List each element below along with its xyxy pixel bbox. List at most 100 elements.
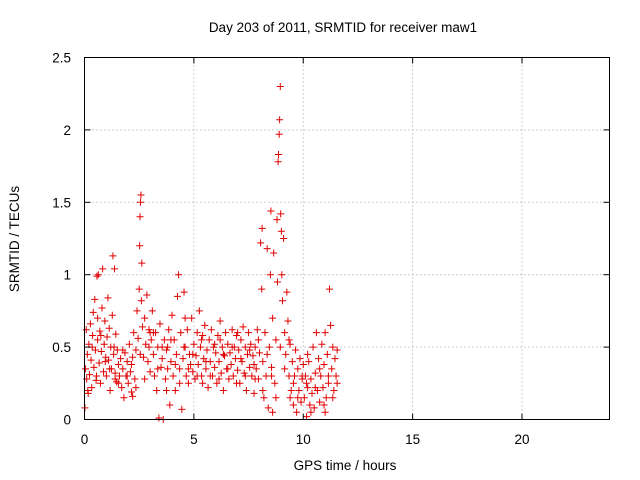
data-point <box>103 333 111 341</box>
data-point <box>160 336 168 344</box>
data-point <box>194 360 202 368</box>
data-point <box>292 346 300 354</box>
data-point <box>196 343 204 351</box>
data-point <box>307 408 315 416</box>
data-point <box>323 350 331 358</box>
data-point <box>111 375 119 383</box>
data-point <box>250 389 258 397</box>
x-tick-label: 20 <box>514 432 529 447</box>
data-point <box>82 326 90 334</box>
data-point <box>151 372 158 380</box>
data-point <box>91 346 99 354</box>
data-point <box>259 358 267 366</box>
data-point <box>225 375 233 383</box>
data-point <box>188 314 196 322</box>
data-point <box>219 350 227 358</box>
data-point <box>189 350 197 358</box>
data-point <box>320 401 328 409</box>
data-point <box>164 365 172 373</box>
data-point <box>144 358 152 366</box>
data-point <box>310 404 318 412</box>
data-point <box>153 387 161 395</box>
data-point <box>86 320 94 328</box>
data-point <box>224 340 232 348</box>
data-point <box>321 408 329 416</box>
data-point <box>183 326 191 334</box>
data-point <box>291 372 298 380</box>
y-tick-label: 1.5 <box>52 195 71 210</box>
data-point <box>148 307 156 315</box>
data-point <box>126 368 134 376</box>
data-point <box>266 271 274 279</box>
data-point <box>295 387 303 395</box>
data-point <box>176 365 184 373</box>
data-point <box>171 360 179 368</box>
data-point <box>265 343 273 351</box>
data-point <box>83 350 91 358</box>
data-point <box>309 343 317 351</box>
data-point <box>245 329 253 337</box>
data-point <box>227 360 235 368</box>
data-point <box>88 384 96 392</box>
data-point <box>140 353 148 361</box>
data-point <box>136 350 144 358</box>
data-point <box>277 227 285 235</box>
data-point <box>211 340 219 348</box>
data-point <box>137 198 144 206</box>
chart-title: Day 203 of 2011, SRMTID for receiver maw… <box>209 20 477 35</box>
data-point <box>253 326 261 334</box>
data-point <box>216 317 224 325</box>
data-point <box>184 365 192 373</box>
data-point <box>300 394 308 402</box>
data-point <box>106 365 114 373</box>
data-point <box>173 292 181 300</box>
data-point <box>201 321 209 329</box>
data-point <box>269 314 277 322</box>
data-point <box>145 343 153 351</box>
data-point <box>100 368 108 376</box>
data-point <box>240 369 248 377</box>
data-point <box>89 332 97 340</box>
data-point <box>86 371 94 379</box>
data-point <box>286 340 294 348</box>
data-point <box>333 346 341 354</box>
data-point <box>268 363 276 371</box>
data-point <box>137 297 145 305</box>
data-point <box>224 365 232 373</box>
data-point <box>219 387 227 395</box>
data-point <box>217 369 225 377</box>
data-point <box>134 334 142 342</box>
data-point <box>104 294 112 302</box>
x-tick-label: 15 <box>405 432 420 447</box>
data-point <box>276 82 284 90</box>
data-point <box>269 408 277 416</box>
data-point <box>254 336 262 344</box>
data-point <box>226 349 234 357</box>
data-point <box>131 375 139 383</box>
data-point <box>102 372 110 380</box>
data-point <box>123 372 131 380</box>
data-point <box>138 323 146 331</box>
data-point <box>85 340 93 348</box>
data-point <box>125 340 133 348</box>
data-point <box>106 387 114 395</box>
y-tick-label: 0.5 <box>52 340 71 355</box>
data-point <box>124 379 132 387</box>
data-point <box>264 404 272 412</box>
data-point <box>136 213 144 221</box>
data-point <box>312 329 320 337</box>
data-point <box>281 365 289 373</box>
data-point <box>242 387 250 395</box>
data-point <box>181 314 189 322</box>
data-point <box>251 375 259 383</box>
data-point <box>175 271 183 279</box>
data-point <box>270 249 278 257</box>
data-point <box>157 363 165 371</box>
data-point <box>187 360 195 368</box>
data-point <box>246 363 254 371</box>
data-point <box>94 336 102 344</box>
data-point <box>288 358 296 366</box>
data-point <box>318 340 326 348</box>
data-point <box>213 379 221 387</box>
